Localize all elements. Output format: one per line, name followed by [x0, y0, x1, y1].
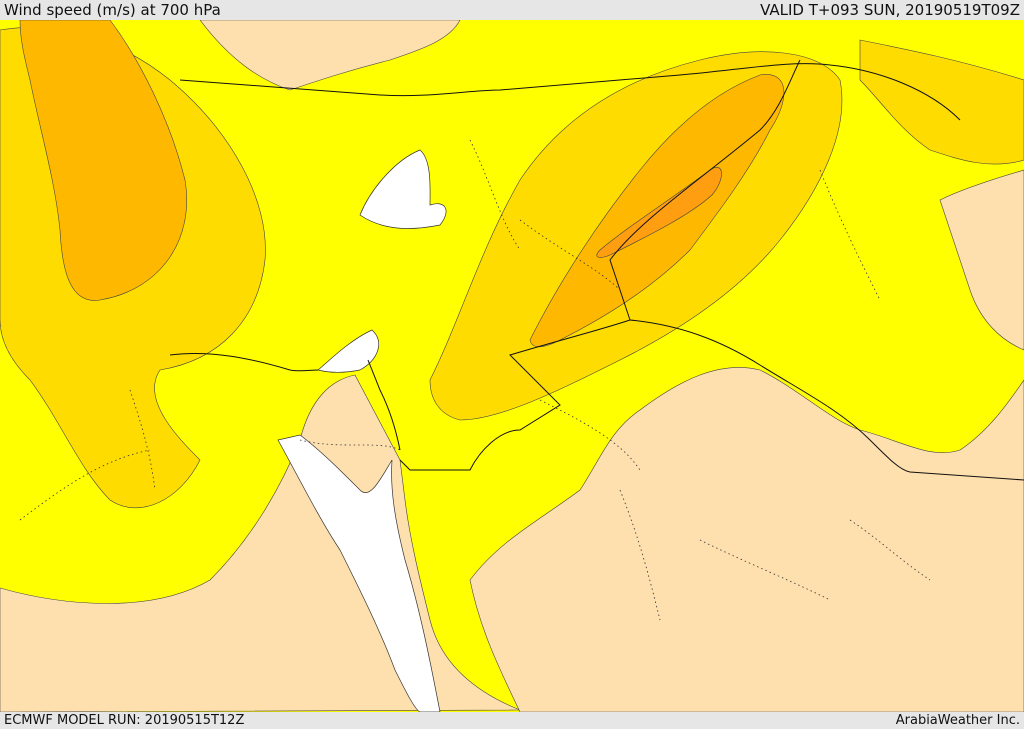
footer-bar: ECMWF MODEL RUN: 20190515T12Z ArabiaWeat… — [0, 712, 1024, 729]
border-line-saudi — [629, 319, 1024, 481]
wind-band-high1-east — [859, 39, 1024, 165]
border-line-sinai — [367, 359, 401, 451]
border-line-north — [179, 63, 961, 121]
border-line-egypt-coast — [169, 353, 319, 372]
header-bar: Wind speed (m/s) at 700 hPa VALID T+093 … — [0, 0, 1024, 20]
low-wind-region-arabia — [469, 367, 1024, 712]
credit-label: ArabiaWeather Inc. — [895, 713, 1020, 728]
red-sea-region — [277, 434, 441, 712]
wind-band-high2-med — [19, 20, 187, 301]
wind-band-high3-core — [596, 167, 722, 258]
nile-delta-coast — [317, 329, 380, 373]
low-wind-region-north — [199, 20, 461, 91]
low-wind-region-persia — [939, 169, 1024, 351]
map-title: Wind speed (m/s) at 700 hPa — [4, 1, 221, 19]
dead-sea-region — [359, 149, 447, 229]
valid-time-label: VALID T+093 SUN, 20190519T09Z — [760, 1, 1020, 19]
province-lines — [19, 139, 931, 621]
wind-speed-map — [0, 20, 1024, 712]
model-run-label: ECMWF MODEL RUN: 20190515T12Z — [4, 713, 245, 728]
